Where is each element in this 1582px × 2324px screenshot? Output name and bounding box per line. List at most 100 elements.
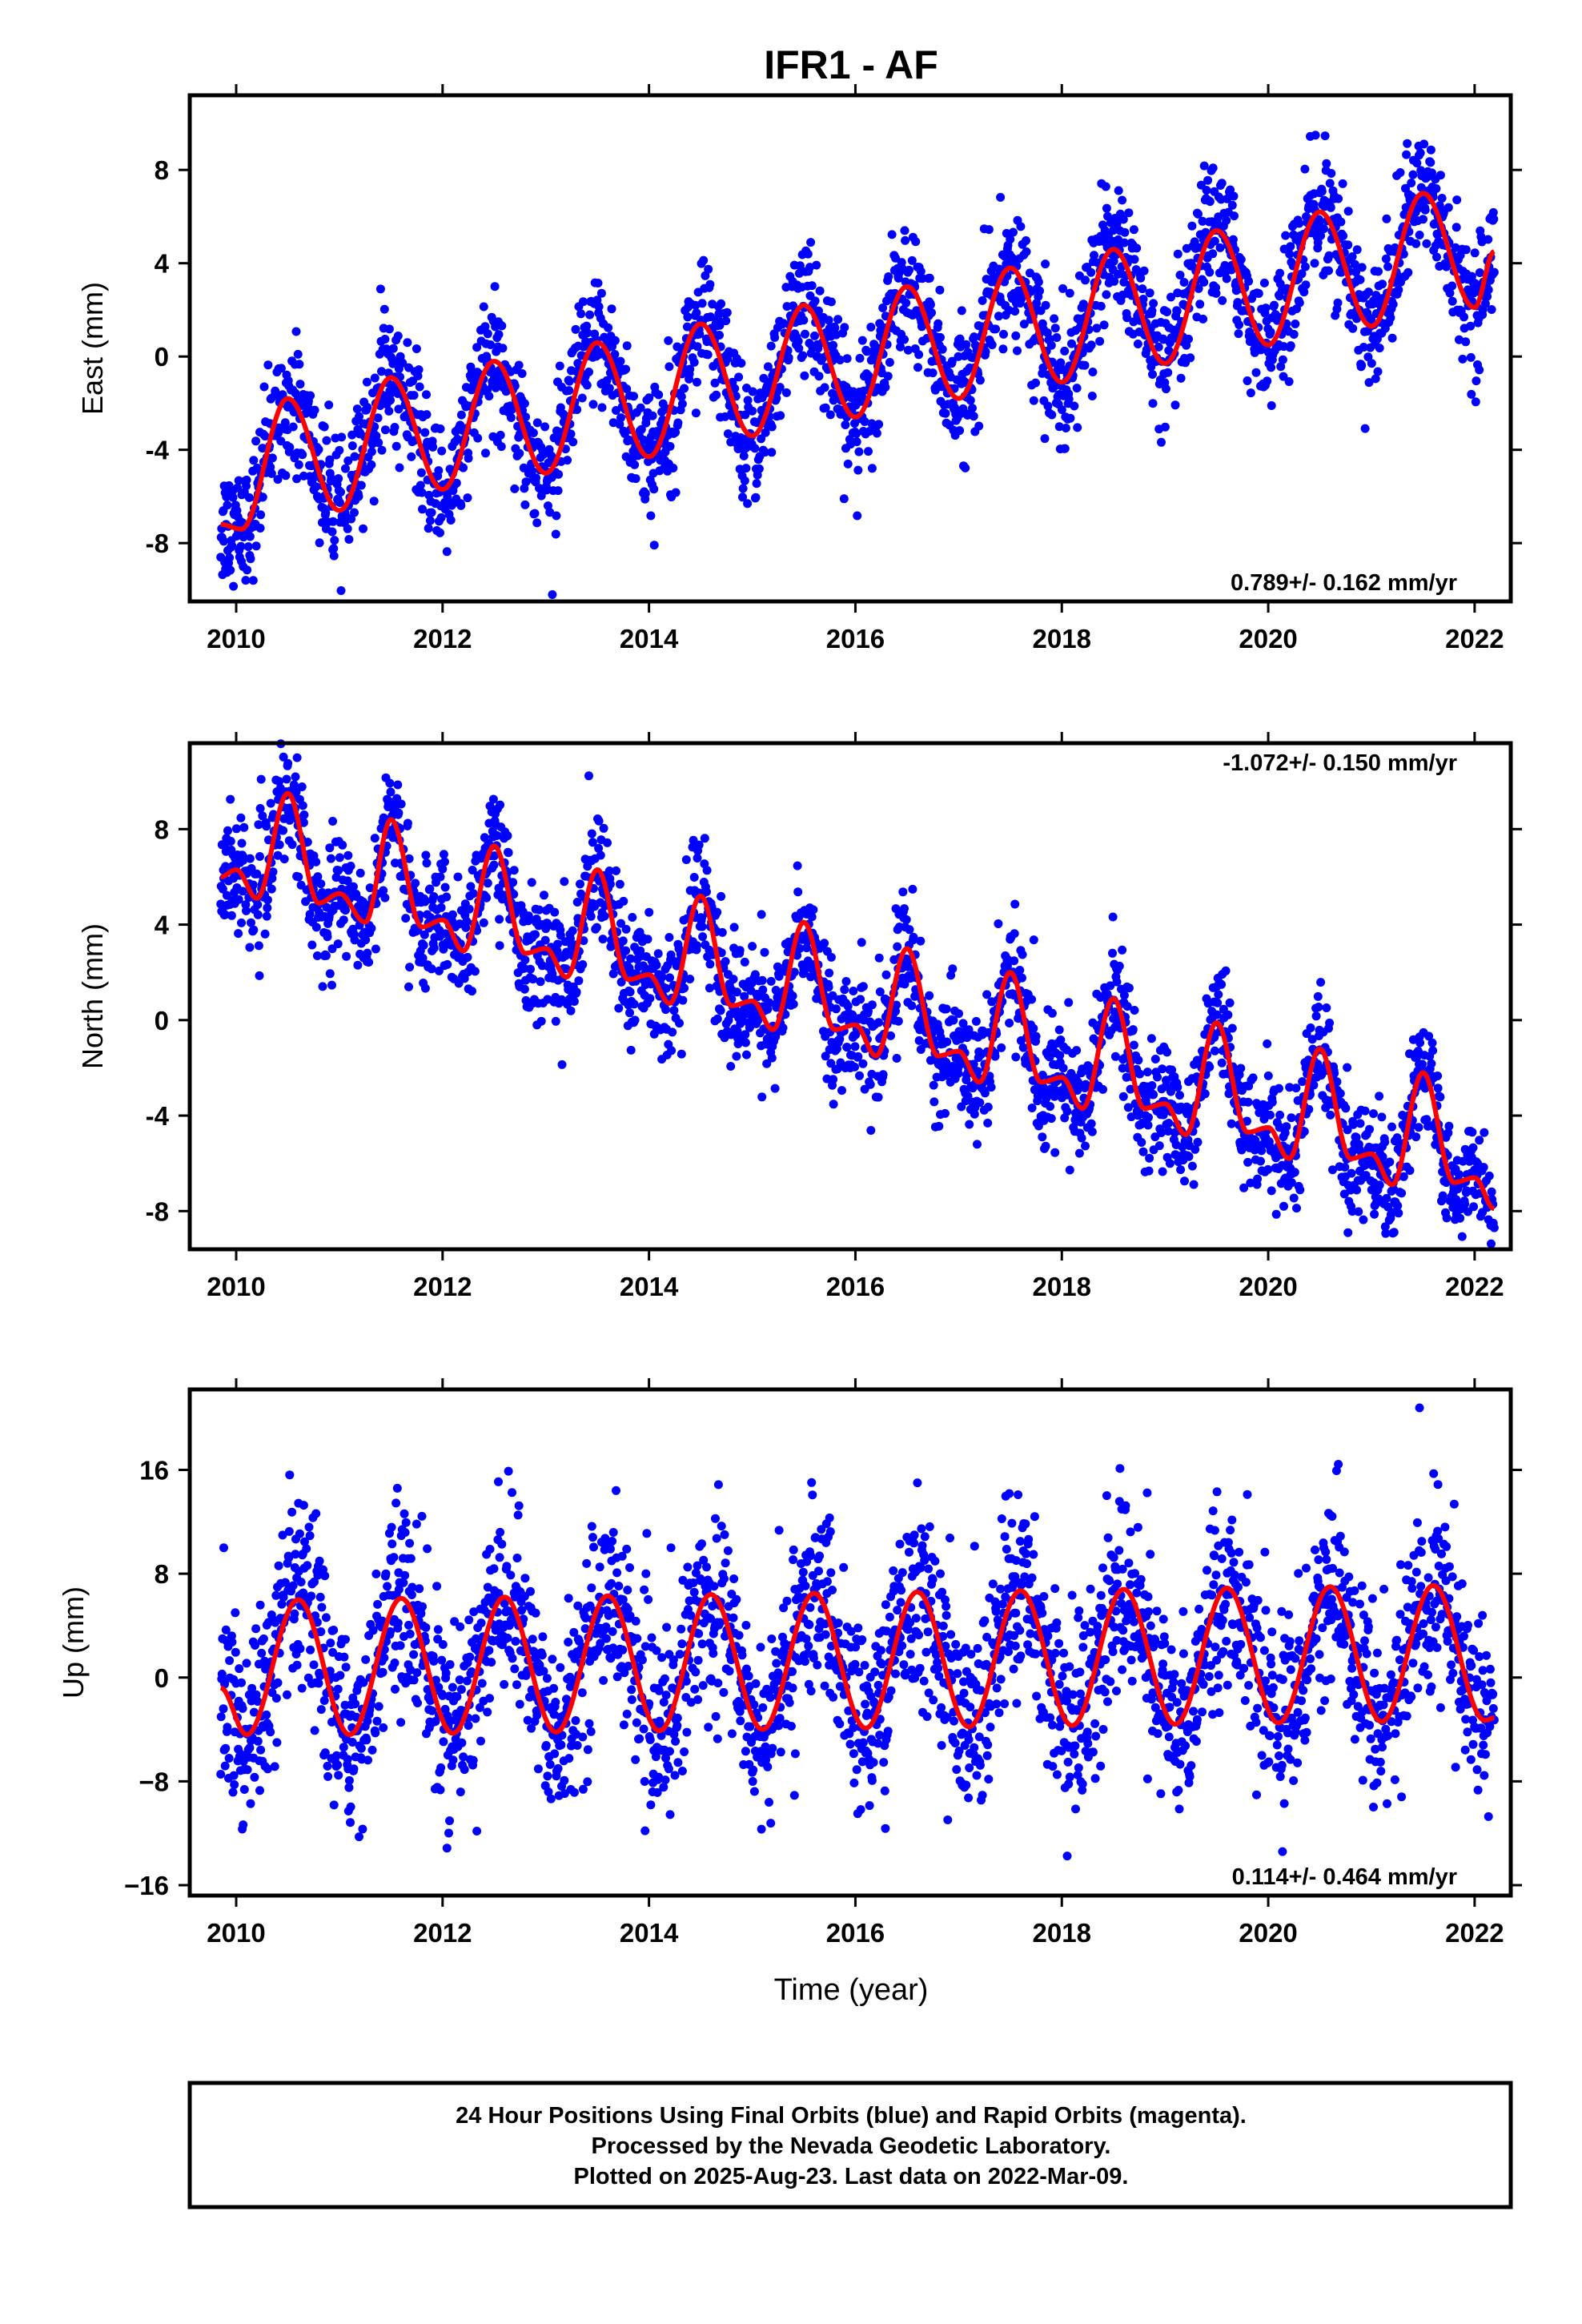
east-data-point bbox=[370, 373, 379, 383]
north-data-point bbox=[948, 964, 958, 974]
east-data-point bbox=[380, 425, 390, 435]
north-data-point bbox=[716, 1006, 725, 1015]
east-data-point bbox=[636, 424, 646, 434]
east-data-point bbox=[1109, 256, 1118, 266]
east-data-point bbox=[436, 424, 445, 433]
east-data-point bbox=[748, 406, 757, 416]
east-data-point bbox=[1222, 274, 1231, 283]
east-data-point bbox=[1114, 186, 1123, 195]
east-data-point bbox=[1320, 131, 1330, 141]
north-data-point bbox=[419, 940, 428, 950]
east-data-point bbox=[584, 368, 593, 376]
east-data-point bbox=[1230, 211, 1239, 221]
north-data-point bbox=[1187, 1161, 1197, 1171]
north-data-point bbox=[325, 969, 335, 979]
east-data-point bbox=[935, 285, 945, 295]
north-data-point bbox=[965, 1120, 974, 1129]
north-data-point bbox=[468, 889, 478, 899]
north-data-point bbox=[612, 866, 620, 875]
east-data-point bbox=[860, 417, 869, 426]
north-data-point bbox=[757, 1092, 767, 1102]
north-data-point bbox=[1217, 1058, 1227, 1068]
east-data-point bbox=[699, 255, 709, 265]
east-data-point bbox=[510, 484, 520, 493]
north-data-point bbox=[1011, 1052, 1021, 1062]
north-data-point bbox=[934, 1121, 944, 1131]
east-data-point bbox=[1378, 279, 1387, 289]
north-data-point bbox=[346, 862, 355, 870]
east-data-point bbox=[665, 362, 674, 372]
north-data-point bbox=[370, 834, 379, 843]
north-data-point bbox=[365, 883, 375, 893]
north-data-point bbox=[1050, 1148, 1060, 1157]
east-data-point bbox=[1118, 215, 1128, 224]
east-data-point bbox=[1136, 273, 1146, 283]
north-data-point bbox=[1065, 1165, 1074, 1175]
east-data-point bbox=[1324, 251, 1334, 260]
east-data-point bbox=[480, 322, 490, 332]
north-data-point bbox=[619, 896, 628, 906]
north-data-point bbox=[453, 872, 463, 882]
north-data-point bbox=[396, 799, 406, 809]
east-data-point bbox=[1435, 171, 1445, 180]
north-data-point bbox=[653, 949, 663, 959]
north-data-point bbox=[1314, 1003, 1323, 1011]
north-data-point bbox=[429, 892, 439, 901]
north-data-point bbox=[615, 879, 624, 889]
east-data-point bbox=[243, 565, 252, 575]
north-data-point bbox=[1369, 1109, 1378, 1119]
east-data-point bbox=[498, 344, 508, 353]
north-data-point bbox=[1173, 1083, 1182, 1092]
east-data-point bbox=[1431, 184, 1441, 193]
north-data-point bbox=[680, 983, 689, 993]
east-data-point bbox=[324, 400, 334, 410]
north-data-point bbox=[1108, 948, 1117, 958]
east-data-point bbox=[722, 308, 732, 317]
east-data-point bbox=[1138, 284, 1147, 294]
east-data-point bbox=[881, 383, 890, 392]
east-data-point bbox=[1102, 290, 1111, 300]
east-data-point bbox=[1403, 139, 1412, 148]
north-data-point bbox=[350, 935, 359, 945]
north-data-point bbox=[1164, 1119, 1174, 1128]
north-data-point bbox=[1124, 983, 1134, 993]
north-data-point bbox=[520, 955, 530, 965]
east-data-point bbox=[442, 547, 452, 557]
east-data-point bbox=[1243, 376, 1252, 385]
east-data-point bbox=[839, 494, 849, 504]
east-data-point bbox=[258, 493, 267, 502]
north-data-point bbox=[735, 946, 745, 955]
north-data-point bbox=[608, 969, 618, 979]
east-data-point bbox=[1095, 336, 1105, 346]
east-data-point bbox=[327, 527, 337, 537]
east-data-point bbox=[815, 286, 825, 296]
north-data-point bbox=[1263, 1164, 1273, 1174]
north-data-point bbox=[495, 915, 504, 924]
east-data-point bbox=[446, 516, 456, 525]
north-data-point bbox=[907, 1001, 917, 1011]
east-data-point bbox=[494, 330, 504, 340]
north-data-point bbox=[1313, 991, 1323, 1001]
east-data-point bbox=[734, 372, 744, 382]
east-data-point bbox=[961, 463, 970, 472]
north-data-point bbox=[386, 787, 396, 797]
east-data-point bbox=[984, 225, 994, 235]
north-data-point bbox=[760, 947, 769, 957]
east-data-point bbox=[1472, 376, 1481, 386]
north-data-point bbox=[1387, 1122, 1396, 1132]
east-data-point bbox=[355, 412, 363, 421]
north-data-point bbox=[1355, 1119, 1365, 1128]
east-data-point bbox=[322, 436, 331, 445]
north-data-point bbox=[427, 964, 436, 974]
north-data-point bbox=[311, 857, 321, 866]
north-data-point bbox=[1389, 1228, 1399, 1237]
east-data-point bbox=[251, 541, 261, 551]
north-data-point bbox=[1316, 978, 1326, 987]
east-data-point bbox=[276, 364, 286, 373]
north-data-point bbox=[901, 915, 911, 924]
east-data-point bbox=[616, 413, 625, 423]
north-data-point bbox=[438, 864, 448, 874]
east-data-point bbox=[767, 448, 777, 457]
east-data-point bbox=[1487, 305, 1496, 314]
east-data-point bbox=[384, 324, 394, 334]
